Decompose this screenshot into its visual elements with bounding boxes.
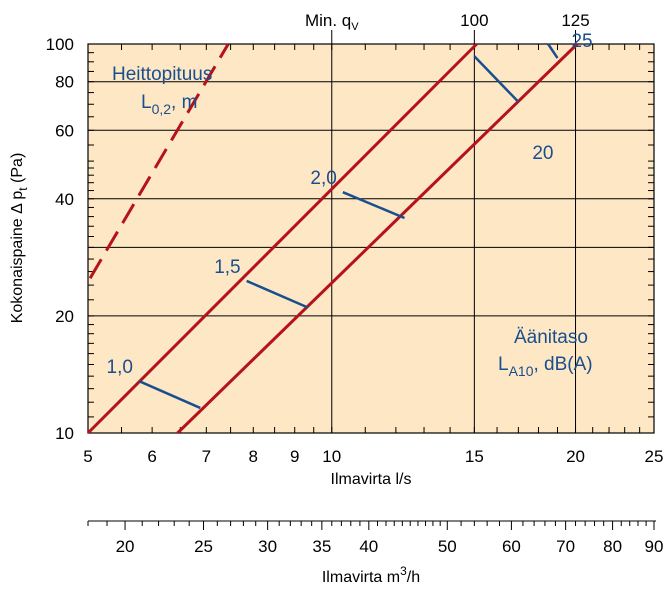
secondary-tick-label-35: 35 <box>312 537 331 556</box>
y-axis-title-sub: t <box>16 187 30 191</box>
y-tick-label-100: 100 <box>46 35 74 54</box>
x-tick-label-10: 10 <box>322 447 341 466</box>
secondary-tick-label-60: 60 <box>502 537 521 556</box>
y-axis-title-end: (Pa) <box>9 153 26 188</box>
secondary-x-axis-title: Ilmavirta m3/h <box>322 564 420 586</box>
secondary-tick-label-50: 50 <box>438 537 457 556</box>
secondary-tick-label-20: 20 <box>116 537 135 556</box>
secondary-tick-label-25: 25 <box>194 537 213 556</box>
throw-length-unit-main: L <box>141 92 152 113</box>
throw-mark-label: 1,5 <box>214 257 240 278</box>
series-line-1 <box>88 43 230 279</box>
y-tick-label-60: 60 <box>55 121 74 140</box>
labels-layer: 5 6 7 8 9 10 15 20 25 10 20 40 60 80 100 Min. qV 100 125 <box>46 11 664 466</box>
throw-mark-2,0 <box>342 191 406 220</box>
series-layer <box>86 42 579 435</box>
sound-mark-label: 20 <box>532 143 553 164</box>
series-line-2 <box>86 42 478 435</box>
sound-level-title: Äänitaso <box>514 327 588 348</box>
plot-background <box>88 44 654 433</box>
throw-mark-label: 1,0 <box>107 357 133 378</box>
secondary-tick-label-90: 90 <box>645 537 664 556</box>
top-label-sub: V <box>351 21 359 33</box>
top-label-main: 125 <box>561 11 589 30</box>
throw-mark-1,5 <box>246 279 309 309</box>
secondary-x-axis-title-main: Ilmavirta m <box>322 569 400 586</box>
secondary-x-axis-title-end: /h <box>407 569 420 586</box>
top-label-main: 100 <box>460 11 488 30</box>
y-axis-title-main: Kokonaispaine Δ p <box>9 191 26 324</box>
x-tick-label-6: 6 <box>147 447 156 466</box>
top-label: 125 <box>561 11 589 30</box>
throw-length-legend: Heittopituus L0,2, m <box>112 64 212 117</box>
x-axis-title: Ilmavirta l/s <box>331 471 412 488</box>
sound-level-unit-sub: A10 <box>509 363 534 379</box>
throw-length-unit-end: , m <box>171 92 197 113</box>
throw-length-title: Heittopituus <box>112 64 212 85</box>
secondary-tick-label-40: 40 <box>359 537 378 556</box>
y-tick-label-80: 80 <box>55 73 74 92</box>
marks-layer: 1,0 1,5 2,0 20 25 <box>107 31 593 410</box>
top-label: 100 <box>460 11 488 30</box>
frame-ticks <box>87 43 655 434</box>
top-label: Min. qV <box>305 11 359 33</box>
secondary-axis: 20 25 30 35 40 50 60 70 80 90 <box>87 521 664 556</box>
sound-level-unit: LA10, dB(A) <box>498 354 593 379</box>
x-tick-label-15: 15 <box>465 447 484 466</box>
x-tick-label-25: 25 <box>645 447 664 466</box>
sound-mark-label: 25 <box>571 31 592 52</box>
y-tick-label-40: 40 <box>55 190 74 209</box>
top-label-main: Min. q <box>305 11 351 30</box>
sound-mark-20 <box>473 55 520 103</box>
plot-frame <box>87 43 655 434</box>
throw-length-unit-sub: 0,2 <box>152 101 172 117</box>
throw-length-unit: L0,2, m <box>141 92 197 117</box>
y-axis-title: Kokonaispaine Δ pt (Pa) <box>9 153 30 324</box>
throw-mark-label: 2,0 <box>310 168 336 189</box>
sound-mark-25 <box>547 43 559 59</box>
secondary-x-axis-title-sup: 3 <box>400 564 407 578</box>
x-tick-label-5: 5 <box>83 447 92 466</box>
x-tick-label-20: 20 <box>566 447 585 466</box>
x-tick-label-8: 8 <box>249 447 258 466</box>
y-tick-label-20: 20 <box>55 307 74 326</box>
throw-mark-1,0 <box>138 379 201 410</box>
x-tick-label-7: 7 <box>202 447 211 466</box>
sound-level-unit-end: , dB(A) <box>534 354 593 375</box>
sound-level-unit-main: L <box>498 354 509 375</box>
secondary-tick-label-80: 80 <box>603 537 622 556</box>
sound-level-legend: Äänitaso LA10, dB(A) <box>498 327 593 379</box>
secondary-tick-label-70: 70 <box>556 537 575 556</box>
y-tick-label-10: 10 <box>55 424 74 443</box>
secondary-tick-label-30: 30 <box>258 537 277 556</box>
series-line-3 <box>176 42 579 435</box>
x-tick-label-9: 9 <box>290 447 299 466</box>
